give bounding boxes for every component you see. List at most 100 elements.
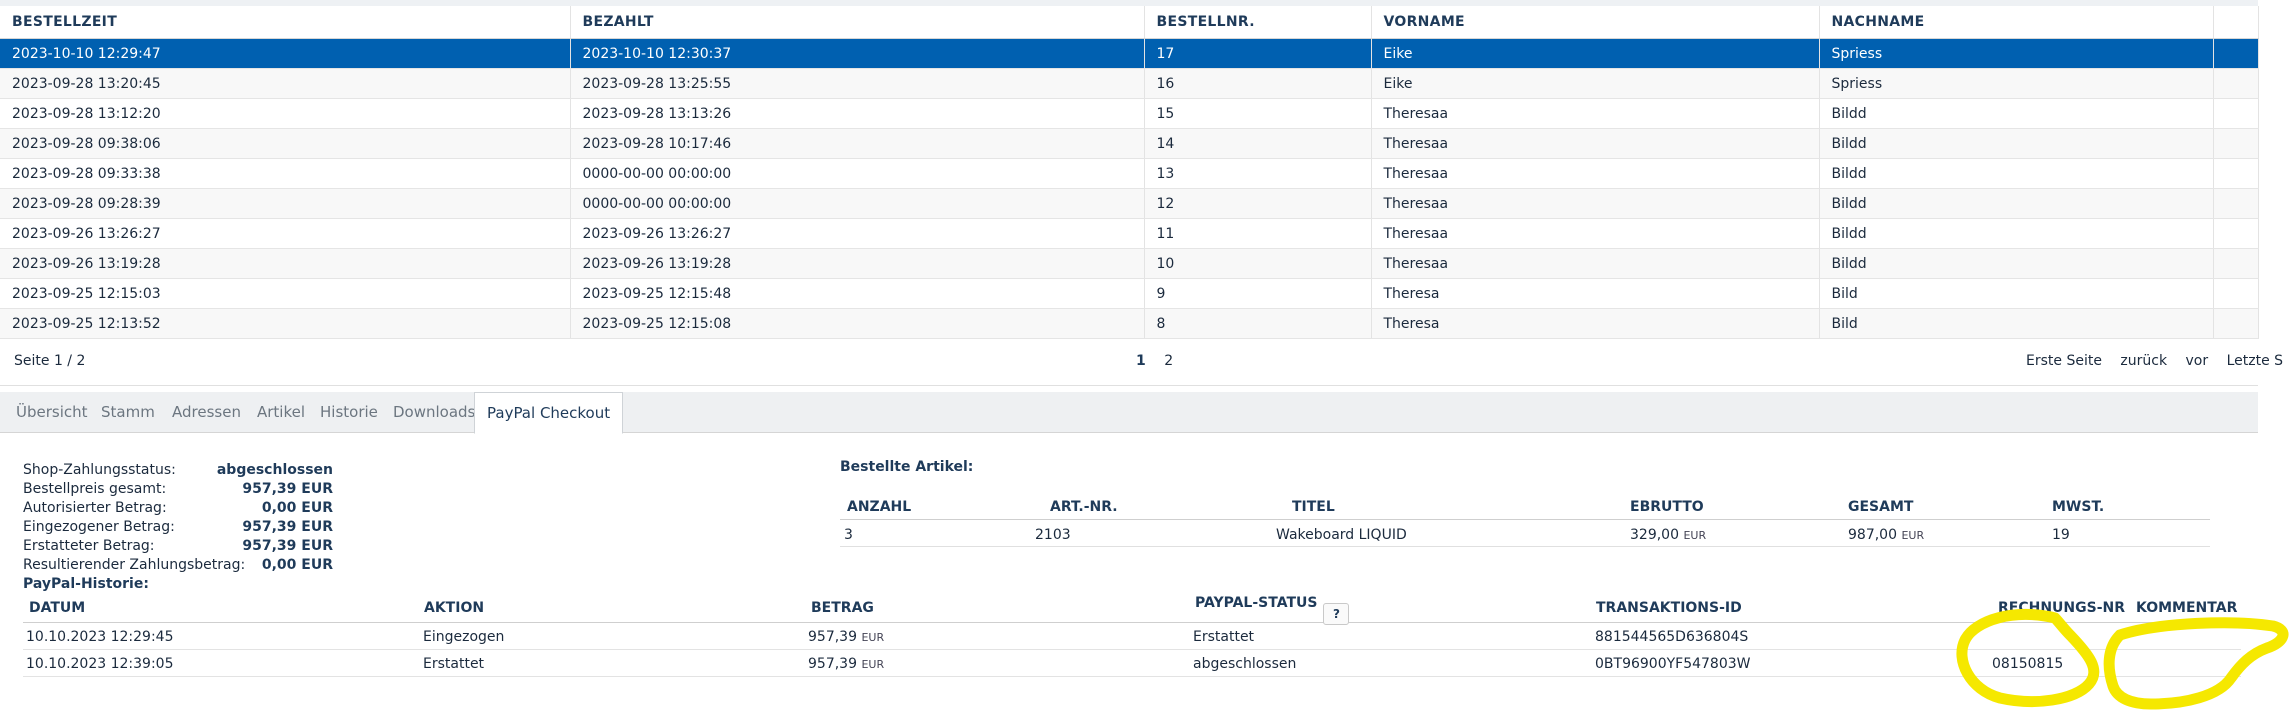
summary-value: 0,00 EUR	[261, 557, 333, 573]
article-qty: 3	[844, 527, 853, 543]
order-row[interactable]: 2023-09-28 09:38:06 2023-09-28 10:17:46 14…	[0, 128, 2259, 159]
order-row[interactable]: 2023-09-26 13:26:27 2023-09-26 13:26:27 11…	[0, 218, 2259, 249]
column-header-bezahlt[interactable]: BEZAHLT	[570, 6, 1145, 39]
order-number: 15	[1144, 98, 1372, 129]
order-lastname: Bild	[1819, 278, 2214, 309]
order-time: 2023-09-28 09:28:39	[0, 188, 571, 219]
history-row: 10.10.2023 12:39:05 Erstattet 957,39 EUR…	[23, 650, 2241, 677]
history-status: abgeschlossen	[1193, 656, 1297, 672]
order-row[interactable]: 2023-09-28 13:12:20 2023-09-28 13:13:26 15…	[0, 98, 2259, 129]
tab-paypal-checkout[interactable]: PayPal Checkout	[474, 392, 624, 434]
column-header-vorname[interactable]: VORNAME	[1371, 6, 1820, 39]
order-number: 8	[1144, 308, 1372, 339]
orders-table: BESTELLZEIT BEZAHLT BESTELLNR. VORNAME N…	[0, 6, 2259, 339]
articles-header-ebrutto: EBRUTTO	[1630, 499, 1704, 515]
order-row[interactable]: 2023-09-25 12:15:03 2023-09-25 12:15:48 9 T…	[0, 278, 2259, 309]
order-time: 2023-09-25 12:15:03	[0, 278, 571, 309]
column-header-bestellnr[interactable]: BESTELLNR.	[1144, 6, 1372, 39]
articles-header-qty: ANZAHL	[847, 499, 912, 515]
order-number: 10	[1144, 248, 1372, 279]
tab-downloads[interactable]: Downloads	[393, 403, 476, 421]
tab-adressen[interactable]: Adressen	[172, 403, 241, 421]
history-status: Erstattet	[1193, 629, 1255, 645]
summary-value: abgeschlossen	[216, 462, 333, 478]
pager-nav: Erste Seite zurück vor Letzte S	[2026, 353, 2289, 369]
tab-uebersicht[interactable]: Übersicht	[16, 403, 88, 421]
order-lastname: Spriess	[1819, 38, 2214, 69]
order-lastname: Bildd	[1819, 188, 2214, 219]
order-lastname: Spriess	[1819, 68, 2214, 99]
summary-value: 0,00 EUR	[261, 500, 333, 516]
history-header-date: DATUM	[29, 600, 86, 616]
summary-resulting: Resultierender Zahlungsbetrag: 0,00 EUR	[23, 557, 333, 576]
history-amount-value: 957,39	[808, 656, 857, 672]
summary-label: Eingezogener Betrag:	[23, 519, 175, 535]
column-header-bestellzeit[interactable]: BESTELLZEIT	[0, 6, 571, 39]
order-paid: 0000-00-00 00:00:00	[570, 188, 1145, 219]
order-number: 9	[1144, 278, 1372, 309]
summary-total: Bestellpreis gesamt: 957,39 EUR	[23, 481, 333, 500]
forward-link[interactable]: vor	[2185, 353, 2209, 369]
order-extra-cell	[2213, 218, 2259, 249]
order-firstname: Eike	[1371, 68, 1820, 99]
history-header-amount: BETRAG	[811, 600, 874, 616]
summary-label: Resultierender Zahlungsbetrag:	[23, 557, 246, 573]
order-firstname: Theresaa	[1371, 98, 1820, 129]
history-date: 10.10.2023 12:39:05	[26, 656, 174, 672]
history-header-row: DATUM AKTION BETRAG PAYPAL-STATUS? TRANS…	[23, 592, 2241, 625]
paypal-history-table: DATUM AKTION BETRAG PAYPAL-STATUS? TRANS…	[23, 592, 2241, 677]
articles-header-total: GESAMT	[1848, 499, 1914, 515]
summary-label: Shop-Zahlungsstatus:	[23, 462, 176, 478]
order-time: 2023-10-10 12:29:47	[0, 38, 571, 69]
order-row[interactable]: 2023-10-10 12:29:47 2023-10-10 12:30:37 17…	[0, 38, 2259, 69]
order-lastname: Bildd	[1819, 98, 2214, 129]
payment-summary: Shop-Zahlungsstatus: abgeschlossen Beste…	[23, 462, 333, 576]
orders-header-row: BESTELLZEIT BEZAHLT BESTELLNR. VORNAME N…	[0, 6, 2259, 39]
history-action: Erstattet	[423, 656, 485, 672]
order-number: 14	[1144, 128, 1372, 159]
order-time: 2023-09-26 13:26:27	[0, 218, 571, 249]
history-txid[interactable]: 881544565D636804S	[1595, 629, 1749, 645]
order-lastname: Bildd	[1819, 128, 2214, 159]
order-lastname: Bildd	[1819, 158, 2214, 189]
currency-label: EUR	[861, 658, 885, 671]
page-link-1[interactable]: 1	[1136, 353, 1146, 369]
order-row[interactable]: 2023-09-26 13:19:28 2023-09-26 13:19:28 10…	[0, 248, 2259, 279]
summary-collected: Eingezogener Betrag: 957,39 EUR	[23, 519, 333, 538]
summary-refunded: Erstatteter Betrag: 957,39 EUR	[23, 538, 333, 557]
order-row[interactable]: 2023-09-25 12:13:52 2023-09-25 12:15:08 8 T…	[0, 308, 2259, 339]
article-artnr: 2103	[1035, 527, 1071, 543]
tab-historie[interactable]: Historie	[320, 403, 378, 421]
summary-status: Shop-Zahlungsstatus: abgeschlossen	[23, 462, 333, 481]
order-extra-cell	[2213, 68, 2259, 99]
order-number: 17	[1144, 38, 1372, 69]
summary-label: Erstatteter Betrag:	[23, 538, 155, 554]
order-paid: 2023-09-26 13:26:27	[570, 218, 1145, 249]
order-row[interactable]: 2023-09-28 13:20:45 2023-09-28 13:25:55 16…	[0, 68, 2259, 99]
help-icon[interactable]: ?	[1323, 603, 1350, 625]
page-link-2[interactable]: 2	[1164, 353, 1174, 369]
pager: Seite 1 / 2 1 2 Erste Seite zurück vor L…	[0, 339, 2283, 386]
last-page-link[interactable]: Letzte S	[2226, 353, 2284, 369]
order-row[interactable]: 2023-09-28 09:28:39 0000-00-00 00:00:00 12…	[0, 188, 2259, 219]
order-time: 2023-09-28 09:38:06	[0, 128, 571, 159]
article-ebrutto: 329,00 EUR	[1630, 527, 1706, 543]
article-total: 987,00 EUR	[1848, 527, 1924, 543]
order-row[interactable]: 2023-09-28 09:33:38 0000-00-00 00:00:00 13…	[0, 158, 2259, 189]
column-header-nachname[interactable]: NACHNAME	[1819, 6, 2214, 39]
order-number: 16	[1144, 68, 1372, 99]
order-firstname: Theresaa	[1371, 248, 1820, 279]
tab-stamm[interactable]: Stamm	[101, 403, 155, 421]
back-link[interactable]: zurück	[2120, 353, 2168, 369]
order-firstname: Theresaa	[1371, 128, 1820, 159]
order-number: 12	[1144, 188, 1372, 219]
tab-artikel[interactable]: Artikel	[257, 403, 306, 421]
history-amount: 957,39 EUR	[808, 656, 884, 672]
article-title: Wakeboard LIQUID	[1276, 527, 1407, 543]
history-date: 10.10.2023 12:29:45	[26, 629, 174, 645]
history-txid[interactable]: 0BT96900YF547803W	[1595, 656, 1751, 672]
first-page-link[interactable]: Erste Seite	[2026, 353, 2102, 369]
summary-authorized: Autorisierter Betrag: 0,00 EUR	[23, 500, 333, 519]
articles-header-artnr: ART.-NR.	[1050, 499, 1118, 515]
history-header-status: PAYPAL-STATUS?	[1195, 595, 1350, 625]
